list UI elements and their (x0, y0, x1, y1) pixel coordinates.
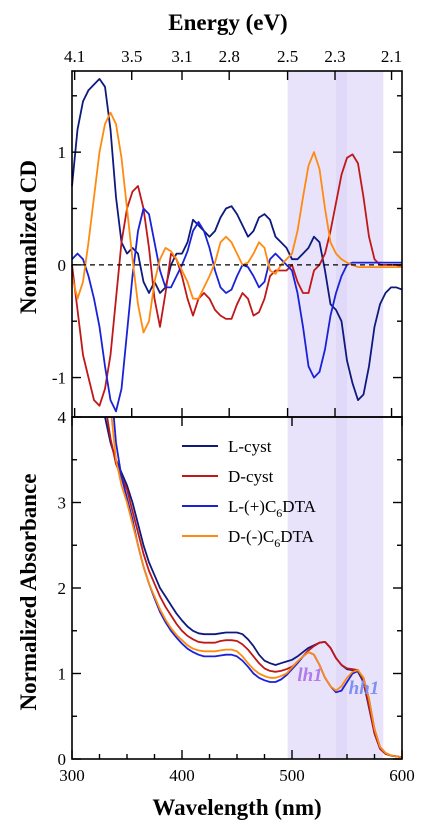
hh1-annotation: hh1 (349, 678, 380, 699)
energy-tick-label: 2.5 (277, 47, 298, 66)
legend-label: L-cyst (228, 437, 272, 456)
wavelength-axis-ticks: 300 400 500 600 (59, 417, 415, 785)
cd-y-tick-label: 1 (58, 143, 67, 162)
highlight-band (336, 71, 347, 759)
energy-axis-ticks: 4.1 3.5 3.1 2.8 2.5 2.3 2.1 (64, 47, 402, 417)
x-tick-label: 400 (169, 766, 195, 785)
x-tick-label: 500 (279, 766, 305, 785)
absorbance-plot-frame (71, 416, 403, 760)
abs-y-tick-label: 4 (58, 408, 67, 427)
energy-tick-label: 2.3 (324, 47, 345, 66)
x-tick-label: 300 (59, 766, 85, 785)
series-line-d-cyst (106, 416, 403, 759)
highlight-band (347, 71, 384, 759)
series-line-l-cyst (71, 78, 403, 402)
abs-y-tick-label: 0 (58, 750, 67, 769)
energy-tick-label: 2.1 (381, 47, 402, 66)
absorbance-panel: 0 1 2 3 4 300 400 500 600 Normalized Absorbance… (16, 408, 415, 820)
legend: L-cyst D-cyst L-(+)C6DTA D-(-)C6DTA (182, 437, 317, 550)
absorbance-y-axis-title: Normalized Absorbance (16, 473, 41, 710)
energy-tick-label: 3.1 (171, 47, 192, 66)
cd-y-axis-title: Normalized CD (16, 160, 41, 314)
cd-y-tick-label: 0 (58, 256, 67, 275)
cd-y-tick-label: -1 (52, 369, 66, 388)
absorbance-series-lines (104, 416, 403, 759)
x-tick-label: 600 (389, 766, 415, 785)
energy-axis-title: Energy (eV) (168, 10, 287, 35)
highlight-bands (287, 71, 384, 759)
legend-label: D-cyst (228, 467, 274, 486)
cd-series-lines (71, 78, 403, 413)
abs-y-tick-label: 2 (58, 579, 67, 598)
lh1-annotation: lh1 (297, 665, 322, 686)
legend-label: D-(-)C6DTA (228, 527, 315, 550)
highlight-band (287, 71, 336, 759)
legend-label: L-(+)C6DTA (228, 497, 317, 520)
series-line-l-c6dta (112, 416, 403, 759)
energy-tick-label: 4.1 (64, 47, 85, 66)
series-line-d-c6dta (110, 416, 403, 759)
energy-tick-label: 2.8 (219, 47, 240, 66)
series-line-d-c6dta (71, 111, 402, 334)
cd-panel: -1 0 1 Normalized CD (16, 78, 403, 413)
abs-y-tick-label: 1 (58, 665, 67, 684)
cd-y-ticks: -1 0 1 (52, 95, 402, 388)
abs-y-tick-label: 3 (58, 494, 67, 513)
series-line-l-c6dta (71, 207, 402, 413)
wavelength-axis-title: Wavelength (nm) (152, 795, 321, 820)
energy-tick-label: 3.5 (121, 47, 142, 66)
